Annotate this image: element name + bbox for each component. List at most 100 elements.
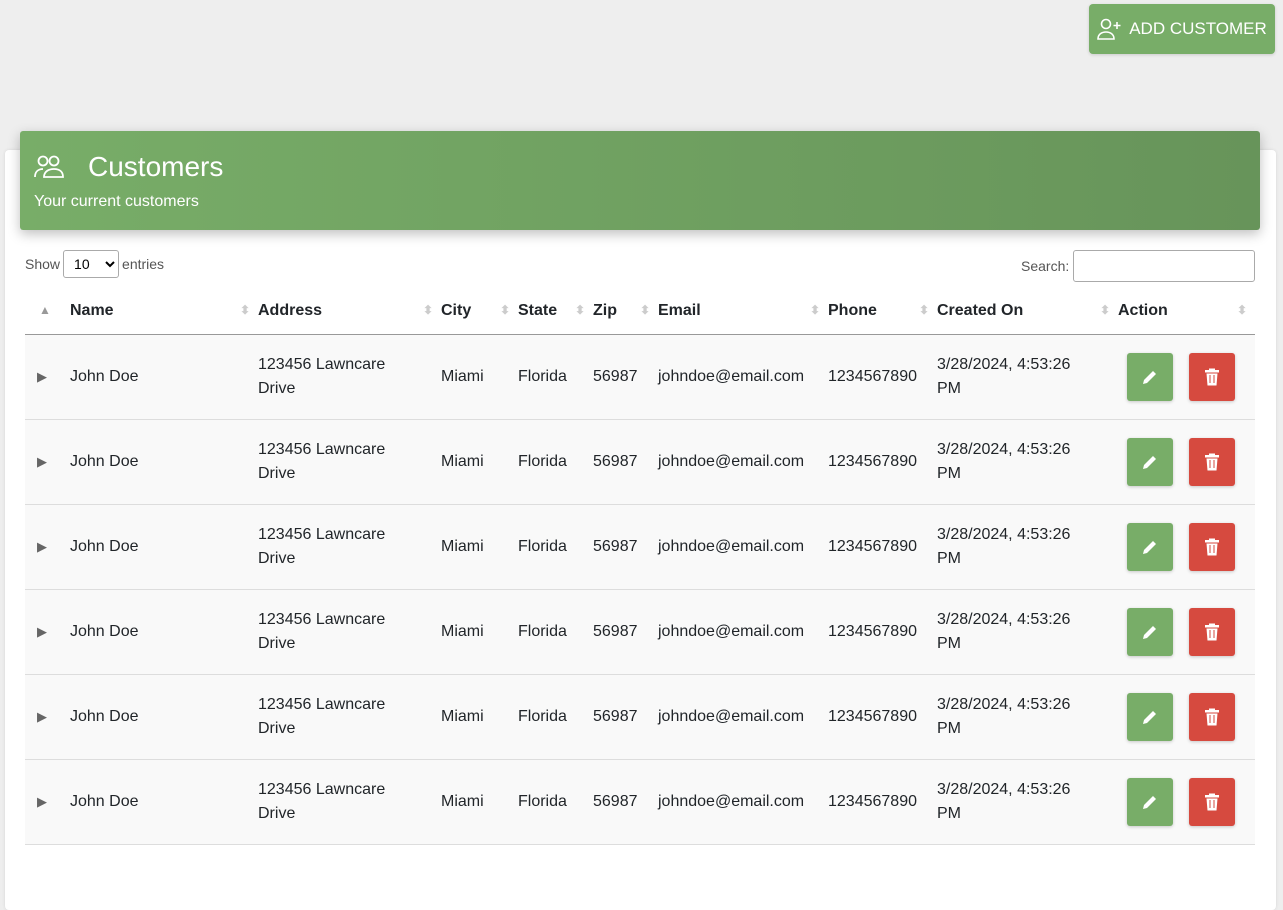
created-text: 3/28/2024, 4:53:26 PM	[937, 440, 1071, 482]
email-cell: johndoe@email.com	[658, 419, 828, 505]
expand-arrow-icon[interactable]: ▶	[37, 538, 47, 554]
phone-cell: 1234567890	[828, 419, 937, 505]
column-header[interactable]: Created On ⬍	[937, 289, 1118, 335]
email-cell: johndoe@email.com	[658, 674, 828, 760]
city-cell: Miami	[441, 334, 518, 420]
address-text: 123456 Lawncare Drive	[258, 355, 386, 397]
name-text: John Doe	[70, 707, 139, 725]
expand-column-header[interactable]: ▲	[25, 289, 70, 335]
pencil-icon	[1143, 710, 1156, 724]
state-cell: Florida	[518, 759, 593, 845]
zip-text: 56987	[593, 367, 638, 385]
add-customer-label: ADD CUSTOMER	[1129, 19, 1267, 38]
state-text: Florida	[518, 707, 567, 725]
zip-text: 56987	[593, 537, 638, 555]
email-text: johndoe@email.com	[658, 707, 805, 725]
expand-cell[interactable]: ▶	[25, 419, 70, 505]
sort-icon: ⬍	[574, 303, 585, 317]
sort-icon: ⬍	[1099, 303, 1110, 317]
name-cell: John Doe	[70, 334, 258, 420]
pencil-icon	[1143, 795, 1156, 809]
action-cell	[1118, 674, 1255, 760]
zip-cell: 56987	[593, 419, 658, 505]
action-cell	[1118, 504, 1255, 590]
city-text: Miami	[441, 792, 484, 810]
expand-cell[interactable]: ▶	[25, 759, 70, 845]
trash-icon	[1205, 708, 1219, 725]
expand-arrow-icon[interactable]: ▶	[37, 623, 47, 639]
address-text: 123456 Lawncare Drive	[258, 610, 386, 652]
state-cell: Florida	[518, 674, 593, 760]
expand-arrow-icon[interactable]: ▶	[37, 368, 47, 384]
expand-arrow-icon[interactable]: ▶	[37, 708, 47, 724]
state-text: Florida	[518, 452, 567, 470]
action-cell	[1118, 589, 1255, 675]
address-text: 123456 Lawncare Drive	[258, 695, 386, 737]
delete-button[interactable]	[1189, 522, 1235, 571]
zip-cell: 56987	[593, 589, 658, 675]
table-row: ▶ John Doe 123456 Lawncare Drive Miami Flori…	[25, 334, 1255, 420]
phone-text: 1234567890	[828, 537, 917, 555]
city-text: Miami	[441, 622, 484, 640]
search-label: Search:	[1021, 258, 1070, 274]
card-header: Customers Your current customers	[20, 131, 1260, 230]
column-header[interactable]: Action ⬍	[1118, 289, 1255, 335]
created-text: 3/28/2024, 4:53:26 PM	[937, 525, 1071, 567]
delete-button[interactable]	[1189, 607, 1235, 656]
city-cell: Miami	[441, 674, 518, 760]
email-text: johndoe@email.com	[658, 537, 805, 555]
page-title: Customers	[88, 151, 224, 182]
email-cell: johndoe@email.com	[658, 504, 828, 590]
edit-button[interactable]	[1127, 352, 1173, 401]
column-header-label: Name	[70, 302, 114, 320]
delete-button[interactable]	[1189, 777, 1235, 826]
expand-arrow-icon[interactable]: ▶	[37, 453, 47, 469]
edit-button[interactable]	[1127, 437, 1173, 486]
search-input[interactable]	[1073, 250, 1256, 282]
edit-button[interactable]	[1127, 522, 1173, 571]
expand-cell[interactable]: ▶	[25, 674, 70, 760]
edit-button[interactable]	[1127, 777, 1173, 826]
created-text: 3/28/2024, 4:53:26 PM	[937, 780, 1071, 822]
delete-button[interactable]	[1189, 352, 1235, 401]
expand-cell[interactable]: ▶	[25, 589, 70, 675]
phone-text: 1234567890	[828, 622, 917, 640]
name-cell: John Doe	[70, 589, 258, 675]
column-header[interactable]: Address ⬍	[258, 289, 441, 335]
sort-icon: ⬍	[1236, 303, 1247, 317]
expand-cell[interactable]: ▶	[25, 334, 70, 420]
page-subtitle: Your current customers	[34, 193, 199, 210]
edit-button[interactable]	[1127, 692, 1173, 741]
email-text: johndoe@email.com	[658, 367, 805, 385]
trash-icon	[1205, 623, 1219, 640]
customers-table: ▲ Name ⬍ Address ⬍ City ⬍ State ⬍ Zip ⬍ Email ⬍ Phone…	[25, 289, 1255, 845]
column-header[interactable]: Zip ⬍	[593, 289, 658, 335]
name-text: John Doe	[70, 792, 139, 810]
add-customer-button[interactable]: ADD CUSTOMER	[1089, 4, 1275, 54]
address-cell: 123456 Lawncare Drive	[258, 504, 441, 590]
expand-arrow-icon[interactable]: ▶	[37, 793, 47, 809]
column-header[interactable]: Phone ⬍	[828, 289, 937, 335]
delete-button[interactable]	[1189, 437, 1235, 486]
column-header[interactable]: Name ⬍	[70, 289, 258, 335]
trash-icon	[1205, 368, 1219, 385]
table-row: ▶ John Doe 123456 Lawncare Drive Miami Flori…	[25, 759, 1255, 845]
column-header[interactable]: City ⬍	[441, 289, 518, 335]
expand-cell[interactable]: ▶	[25, 504, 70, 590]
city-text: Miami	[441, 707, 484, 725]
page-length-select[interactable]: 10	[63, 250, 120, 278]
column-header[interactable]: Email ⬍	[658, 289, 828, 335]
column-header[interactable]: State ⬍	[518, 289, 593, 335]
edit-button[interactable]	[1127, 607, 1173, 656]
delete-button[interactable]	[1189, 692, 1235, 741]
table-row: ▶ John Doe 123456 Lawncare Drive Miami Flori…	[25, 504, 1255, 590]
sort-icon: ⬍	[639, 303, 650, 317]
column-header-label: Created On	[937, 302, 1024, 320]
page-length-control: Show 10 entries	[25, 250, 164, 278]
state-text: Florida	[518, 367, 567, 385]
column-header-label: Phone	[828, 302, 877, 320]
address-text: 123456 Lawncare Drive	[258, 440, 386, 482]
phone-cell: 1234567890	[828, 589, 937, 675]
sort-icon: ⬍	[499, 303, 510, 317]
name-text: John Doe	[70, 537, 139, 555]
